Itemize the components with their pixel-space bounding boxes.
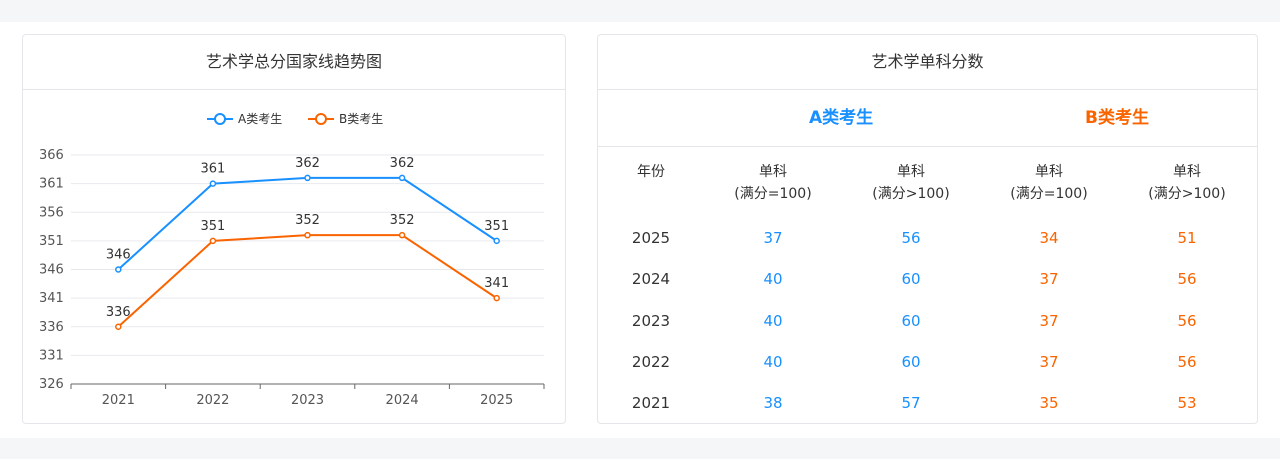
header-max-score: (满分>100) [872,186,950,202]
y-tick-label: 326 [39,377,64,392]
a-score-100: 40 [763,352,783,371]
legend-label: A类考生 [238,112,282,126]
data-label: 341 [484,276,509,291]
y-tick-label: 331 [39,348,64,363]
y-tick-label: 361 [39,177,64,192]
trend-line-chart: 326 331 336 341 346 351 356 361 366 2021 2022 2023 2… [39,112,545,408]
y-tick-label: 351 [39,234,64,249]
a-score-100: 40 [763,311,783,330]
data-point [493,237,500,245]
a-score-100: 38 [763,394,783,413]
header-subject: 单科 [1173,164,1201,180]
data-point [398,231,406,239]
year-cell: 2022 [631,352,671,371]
y-tick-label: 346 [39,263,64,278]
data-point [209,180,217,187]
header-col1: 单科 (满分=100) [703,161,843,205]
data-label: 352 [295,213,320,228]
data-point [304,174,311,182]
header-subject: 单科 [759,164,787,180]
legend-marker [214,113,226,125]
header-year: 年份 [637,164,665,180]
data-label: 362 [295,156,320,171]
x-tick-label: 2023 [291,393,324,408]
header-max-score: (满分=100) [1010,186,1088,202]
header-subject: 单科 [1035,164,1063,180]
year-cell: 2023 [631,311,671,330]
legend-marker [315,113,327,125]
data-label: 361 [200,162,225,177]
y-tick-label: 341 [39,291,64,306]
b-score-over-100: 53 [1177,394,1197,413]
data-label: 352 [390,213,415,228]
header-max-score: (满分>100) [1148,186,1226,202]
x-tick-label: 2024 [386,393,419,408]
b-score-over-100: 56 [1177,270,1197,289]
group-a-label: A类考生 [809,108,874,128]
legend-label: B类考生 [339,112,383,126]
a-score-over-100: 60 [901,352,921,371]
b-score-over-100: 51 [1177,229,1197,247]
a-score-over-100: 60 [901,270,921,289]
data-point [398,174,406,182]
b-score-over-100: 56 [1177,352,1197,371]
data-point [304,231,311,239]
b-score-100: 37 [1039,270,1059,289]
data-label: 346 [106,248,131,263]
group-b-label: B类考生 [1085,108,1149,128]
a-score-100: 37 [763,229,783,247]
data-label: 336 [106,305,131,320]
x-tick-label: 2021 [102,393,135,408]
header-subject: 单科 [897,164,925,180]
year-cell: 2024 [631,270,671,289]
y-tick-label: 336 [39,320,64,335]
data-label: 351 [200,219,225,234]
a-score-over-100: 56 [901,229,921,247]
a-score-over-100: 57 [901,394,921,413]
series-line [117,234,498,328]
table-card-title: 艺术学单科分数 [598,35,1257,90]
header-col2: 单科 (满分>100) [841,161,981,205]
data-point [115,266,122,273]
a-score-over-100: 60 [901,311,921,330]
x-tick-label: 2022 [196,393,229,408]
a-score-100: 40 [763,270,783,289]
data-point [493,294,500,302]
data-label: 362 [390,156,415,171]
chart-card-title: 艺术学总分国家线趋势图 [23,35,565,90]
single-subject-card: 艺术学单科分数 A类考生 B类考生 年份 单科 (满分=100) 单科 (满分>100)… [597,34,1258,424]
b-score-100: 37 [1039,352,1059,371]
header-col3: 单科 (满分=100) [979,161,1119,205]
header-col4: 单科 (满分>100) [1117,161,1257,205]
x-tick-label: 2025 [480,393,513,408]
data-point [115,323,122,330]
b-score-100: 37 [1039,311,1059,330]
y-tick-label: 366 [39,148,64,163]
year-cell: 2021 [631,394,671,413]
group-header-row: A类考生 B类考生 [598,90,1257,147]
trend-chart-card: 艺术学总分国家线趋势图 326 331 336 341 346 351 356 361 366 2… [22,34,566,424]
data-point [209,237,217,245]
b-score-100: 34 [1039,229,1059,247]
b-score-100: 35 [1039,394,1059,413]
header-max-score: (满分=100) [734,186,812,202]
y-tick-label: 356 [39,205,64,220]
year-cell: 2025 [631,229,671,247]
data-label: 351 [484,219,509,234]
b-score-over-100: 56 [1177,311,1197,330]
